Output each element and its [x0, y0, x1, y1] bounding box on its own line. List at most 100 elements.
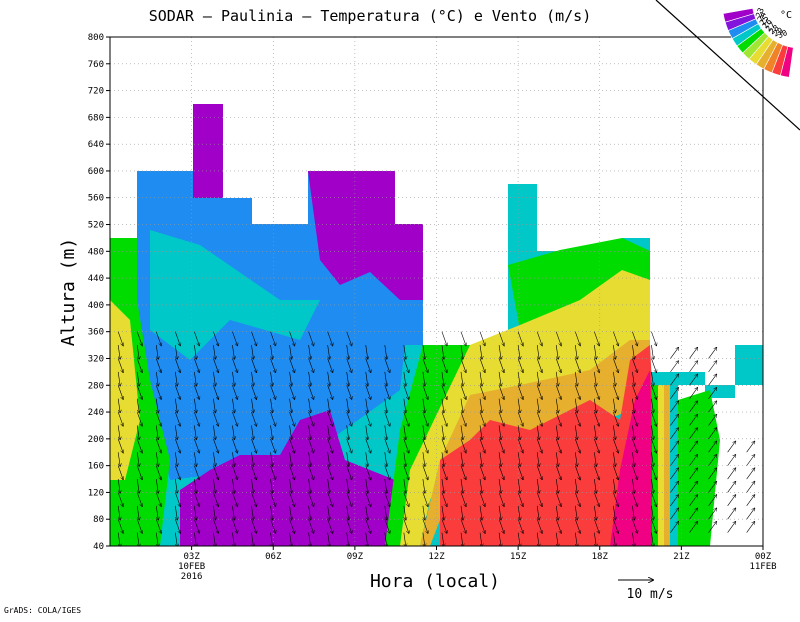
wind-arrow — [689, 414, 698, 426]
wind-arrow — [327, 345, 330, 359]
wind-arrow — [346, 425, 349, 439]
wind-arrow — [689, 495, 698, 506]
region-orange — [420, 340, 650, 546]
wind-arrow — [594, 438, 599, 453]
wind-arrow — [536, 478, 539, 493]
wind-arrow — [574, 411, 580, 426]
wind-arrow — [479, 385, 485, 399]
wind-arrow — [498, 345, 501, 359]
wind-arrow — [422, 398, 425, 413]
wind-arrow — [613, 385, 618, 399]
wind-arrow — [651, 519, 656, 533]
wind-arrow — [613, 425, 615, 439]
region-yellow-left — [110, 300, 140, 480]
wind-arrow — [689, 522, 698, 533]
wind-arrow — [441, 452, 444, 466]
wind-arrow — [117, 425, 120, 439]
wind-arrow — [308, 532, 311, 546]
wind-arrow — [670, 401, 678, 413]
wind-arrow — [479, 345, 482, 359]
wind-arrow — [689, 508, 698, 520]
wind-arrow — [289, 358, 295, 372]
wind-arrow — [460, 519, 466, 533]
wind-arrow — [136, 478, 139, 493]
wind-arrow — [327, 465, 333, 480]
wind-arrow — [613, 398, 615, 413]
x-tick-date: 10FEB — [178, 562, 205, 572]
wind-arrow — [308, 398, 311, 413]
wind-arrow — [441, 358, 447, 372]
wind-arrow — [594, 519, 599, 533]
wind-arrow — [632, 452, 634, 466]
wind-arrow — [536, 358, 542, 372]
wind-arrow — [136, 358, 142, 372]
region-yellow-mid — [400, 270, 650, 546]
wind-arrow — [384, 465, 390, 480]
wind-arrow — [555, 452, 558, 466]
wind-arrow — [651, 411, 656, 426]
wind-arrow — [346, 331, 352, 346]
wind-arrow — [289, 385, 295, 399]
wind-arrow — [365, 492, 371, 506]
wind-arrow — [194, 385, 199, 399]
wind-arrow — [251, 438, 256, 453]
wind-arrow — [498, 452, 501, 466]
wind-arrow — [594, 452, 596, 466]
wind-arrow — [689, 441, 698, 453]
wind-arrow — [460, 532, 463, 546]
wind-arrow — [517, 398, 520, 413]
wind-arrow — [308, 385, 314, 399]
wind-arrow — [155, 519, 161, 533]
wind-arrow — [517, 371, 520, 386]
wind-arrow — [555, 465, 561, 480]
wind-arrow — [727, 495, 736, 506]
wind-arrow — [498, 425, 501, 439]
wind-arrow — [403, 411, 409, 426]
wind-arrow — [194, 505, 196, 520]
wind-arrow — [613, 411, 618, 426]
wind-arrow — [136, 492, 142, 506]
wind-arrow — [536, 505, 539, 520]
wind-arrow — [136, 425, 139, 439]
wind-arrow — [136, 371, 139, 386]
colorbar-wedges — [722, 7, 794, 78]
wind-arrow — [517, 385, 523, 399]
wind-arrow — [403, 345, 406, 359]
colorbar-divider — [655, 0, 800, 131]
wind-arrow — [155, 345, 158, 359]
wind-arrow — [670, 508, 678, 520]
wind-arrow — [651, 492, 656, 506]
wind-arrow — [517, 358, 523, 372]
wind-arrow — [403, 425, 406, 439]
chart-title: SODAR – Paulinia – Temperatura (°C) e Ve… — [149, 7, 592, 25]
wind-arrow — [346, 532, 349, 546]
y-tick-label: 200 — [88, 435, 104, 445]
wind-arrow — [365, 358, 371, 372]
wind-arrow — [251, 371, 253, 386]
wind-arrow — [308, 331, 314, 346]
wind-arrow — [251, 505, 253, 520]
x-tick-label: 06Z — [265, 552, 282, 562]
wind-arrow — [422, 492, 428, 506]
x-tick-label: 03Z — [183, 552, 200, 562]
wind-arrow — [213, 492, 218, 506]
wind-arrow — [384, 358, 390, 372]
wind-arrow — [155, 411, 161, 426]
wind-arrow — [232, 331, 237, 346]
wind-arrow — [346, 478, 349, 493]
wind-arrow — [175, 452, 177, 466]
wind-arrow — [441, 519, 447, 533]
wind-arrow — [594, 385, 599, 399]
wind-arrow — [613, 478, 615, 493]
wind-arrow — [289, 532, 292, 546]
wind-arrow — [308, 465, 314, 480]
wind-arrow — [746, 441, 755, 453]
wind-arrow — [536, 465, 542, 480]
wind-arrow — [251, 345, 253, 359]
wind-arrow — [194, 478, 196, 493]
wind-arrow — [155, 492, 161, 506]
wind-arrow — [403, 385, 409, 399]
wind-arrow — [175, 438, 180, 453]
wind-arrow — [536, 452, 539, 466]
